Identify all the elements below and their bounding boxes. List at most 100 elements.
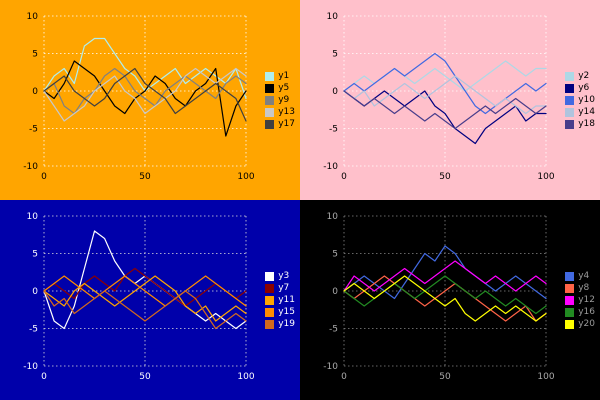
legend-label: y12 bbox=[578, 295, 595, 305]
svg-text:50: 50 bbox=[139, 172, 151, 182]
legend-swatch bbox=[265, 283, 275, 293]
legend-item: y6 bbox=[565, 83, 595, 93]
legend-swatch bbox=[265, 319, 275, 329]
legend-label: y9 bbox=[278, 95, 290, 105]
legend-label: y14 bbox=[578, 107, 595, 117]
legend-swatch bbox=[265, 271, 275, 281]
legend-label: y4 bbox=[578, 271, 590, 281]
subplot-bottom-left: -10 -5 0 5 10 0 50 100 y3 y7 y11 y15 y19 bbox=[0, 200, 300, 400]
svg-text:100: 100 bbox=[537, 172, 554, 182]
legend-item: y19 bbox=[265, 319, 295, 329]
subplot-top-left: -10 -5 0 5 10 0 50 100 y1 y5 y9 y13 y17 bbox=[0, 0, 300, 200]
legend-swatch bbox=[265, 107, 275, 117]
legend-label: y11 bbox=[278, 295, 295, 305]
svg-text:-5: -5 bbox=[329, 325, 338, 335]
legend-item: y15 bbox=[265, 307, 295, 317]
legend-bottom-right: y4 y8 y12 y16 y20 bbox=[565, 271, 595, 329]
legend-swatch bbox=[565, 83, 575, 93]
legend-swatch bbox=[265, 307, 275, 317]
svg-text:0: 0 bbox=[341, 172, 347, 182]
legend-swatch bbox=[265, 295, 275, 305]
legend-bottom-left: y3 y7 y11 y15 y19 bbox=[265, 271, 295, 329]
legend-item: y14 bbox=[565, 107, 595, 117]
svg-text:10: 10 bbox=[27, 212, 39, 222]
svg-text:0: 0 bbox=[332, 87, 338, 97]
svg-text:10: 10 bbox=[327, 212, 339, 222]
svg-text:0: 0 bbox=[341, 372, 347, 382]
legend-label: y5 bbox=[278, 83, 290, 93]
svg-text:5: 5 bbox=[332, 50, 338, 60]
svg-text:-5: -5 bbox=[29, 125, 38, 135]
legend-swatch bbox=[565, 307, 575, 317]
svg-text:-10: -10 bbox=[23, 362, 38, 372]
legend-swatch bbox=[265, 71, 275, 81]
legend-label: y8 bbox=[578, 283, 590, 293]
legend-top-right: y2 y6 y10 y14 y18 bbox=[565, 71, 595, 129]
svg-text:-10: -10 bbox=[323, 162, 338, 172]
legend-swatch bbox=[565, 271, 575, 281]
legend-label: y20 bbox=[578, 319, 595, 329]
legend-swatch bbox=[565, 95, 575, 105]
legend-swatch bbox=[565, 71, 575, 81]
legend-label: y16 bbox=[578, 307, 595, 317]
legend-item: y8 bbox=[565, 283, 595, 293]
svg-text:100: 100 bbox=[237, 372, 254, 382]
legend-swatch bbox=[565, 319, 575, 329]
svg-text:0: 0 bbox=[41, 172, 47, 182]
legend-item: y1 bbox=[265, 71, 295, 81]
legend-item: y9 bbox=[265, 95, 295, 105]
svg-text:5: 5 bbox=[32, 50, 38, 60]
svg-text:0: 0 bbox=[332, 287, 338, 297]
legend-label: y15 bbox=[278, 307, 295, 317]
legend-label: y19 bbox=[278, 319, 295, 329]
legend-label: y1 bbox=[278, 71, 290, 81]
legend-swatch bbox=[265, 95, 275, 105]
legend-item: y7 bbox=[265, 283, 295, 293]
svg-text:5: 5 bbox=[32, 250, 38, 260]
legend-item: y18 bbox=[565, 119, 595, 129]
legend-swatch bbox=[265, 119, 275, 129]
svg-text:0: 0 bbox=[32, 87, 38, 97]
svg-text:50: 50 bbox=[439, 372, 451, 382]
svg-text:10: 10 bbox=[327, 12, 339, 22]
legend-top-left: y1 y5 y9 y13 y17 bbox=[265, 71, 295, 129]
legend-label: y7 bbox=[278, 283, 290, 293]
legend-label: y3 bbox=[278, 271, 290, 281]
legend-label: y2 bbox=[578, 71, 590, 81]
legend-label: y6 bbox=[578, 83, 590, 93]
legend-swatch bbox=[565, 119, 575, 129]
legend-label: y13 bbox=[278, 107, 295, 117]
legend-swatch bbox=[565, 283, 575, 293]
legend-swatch bbox=[565, 107, 575, 117]
svg-text:-5: -5 bbox=[29, 325, 38, 335]
svg-text:0: 0 bbox=[41, 372, 47, 382]
svg-text:-10: -10 bbox=[323, 362, 338, 372]
svg-text:100: 100 bbox=[537, 372, 554, 382]
svg-text:50: 50 bbox=[139, 372, 151, 382]
legend-item: y13 bbox=[265, 107, 295, 117]
legend-swatch bbox=[565, 295, 575, 305]
svg-text:10: 10 bbox=[27, 12, 39, 22]
legend-item: y3 bbox=[265, 271, 295, 281]
legend-item: y10 bbox=[565, 95, 595, 105]
legend-item: y16 bbox=[565, 307, 595, 317]
legend-item: y20 bbox=[565, 319, 595, 329]
legend-label: y10 bbox=[578, 95, 595, 105]
subplot-bottom-right: -10 -5 0 5 10 0 50 100 y4 y8 y12 y16 y20 bbox=[300, 200, 600, 400]
svg-text:5: 5 bbox=[332, 250, 338, 260]
svg-text:50: 50 bbox=[439, 172, 451, 182]
svg-text:0: 0 bbox=[32, 287, 38, 297]
legend-swatch bbox=[265, 83, 275, 93]
svg-text:-5: -5 bbox=[329, 125, 338, 135]
legend-label: y17 bbox=[278, 119, 295, 129]
legend-label: y18 bbox=[578, 119, 595, 129]
svg-text:-10: -10 bbox=[23, 162, 38, 172]
legend-item: y4 bbox=[565, 271, 595, 281]
svg-text:100: 100 bbox=[237, 172, 254, 182]
legend-item: y17 bbox=[265, 119, 295, 129]
legend-item: y12 bbox=[565, 295, 595, 305]
subplot-top-right: -10 -5 0 5 10 0 50 100 y2 y6 y10 y14 y18 bbox=[300, 0, 600, 200]
